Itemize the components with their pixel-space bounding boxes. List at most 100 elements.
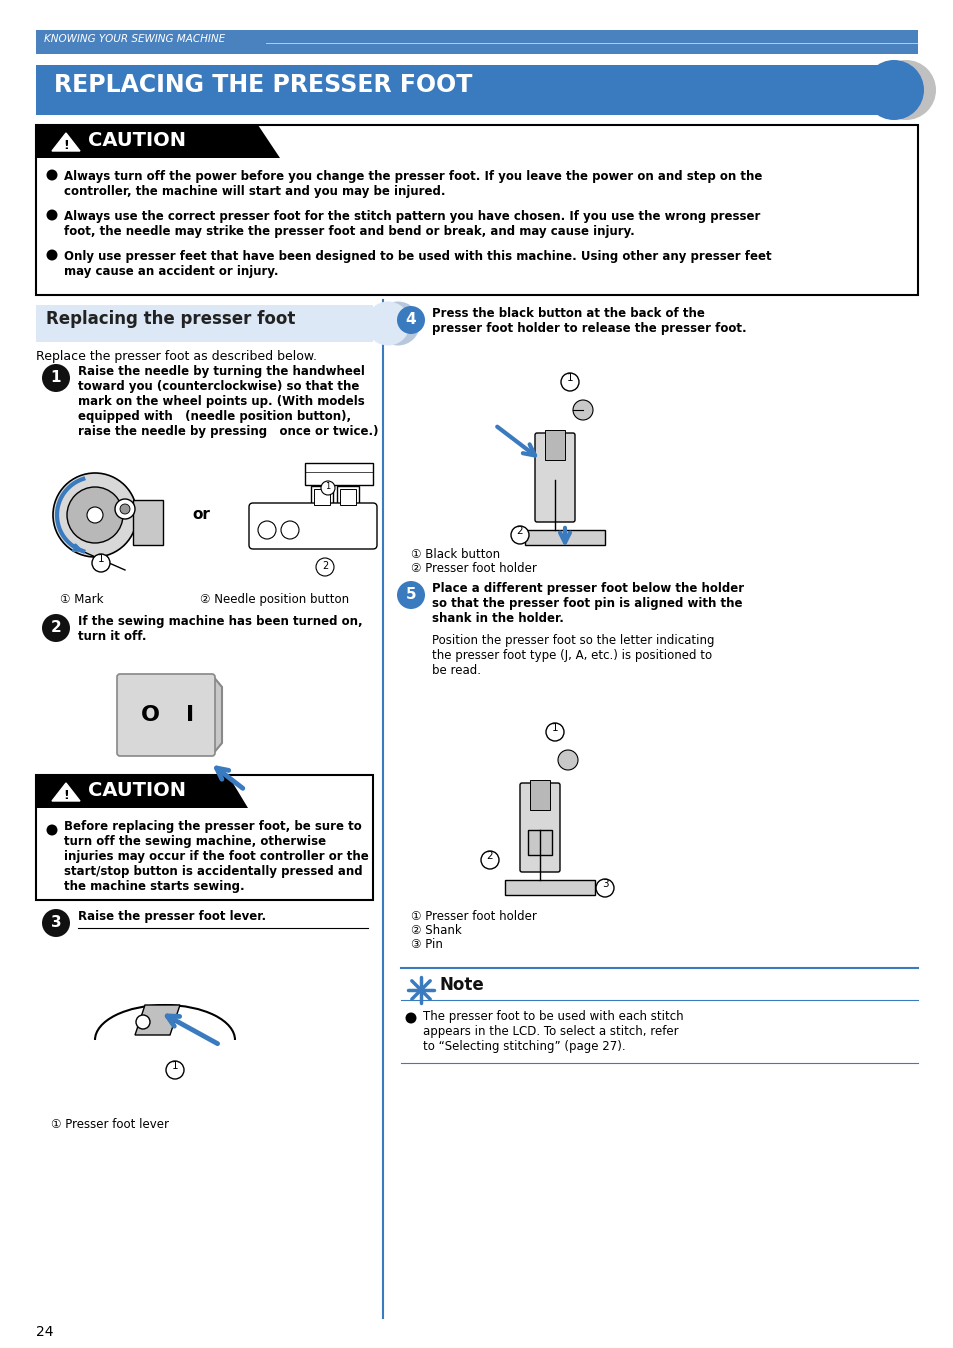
- Circle shape: [558, 749, 578, 770]
- Polygon shape: [524, 530, 604, 545]
- Polygon shape: [132, 500, 163, 545]
- Bar: [305, 462, 373, 485]
- Circle shape: [560, 373, 578, 391]
- Text: ① Mark: ① Mark: [60, 593, 103, 607]
- Text: 2: 2: [321, 561, 328, 572]
- Circle shape: [315, 558, 334, 576]
- Bar: [36, 775, 373, 900]
- Polygon shape: [120, 675, 222, 755]
- Text: 1: 1: [51, 369, 61, 386]
- FancyBboxPatch shape: [249, 503, 376, 549]
- Polygon shape: [52, 133, 80, 151]
- Circle shape: [366, 302, 410, 345]
- Bar: [314, 489, 330, 506]
- Text: ① Black button: ① Black button: [411, 549, 499, 561]
- Text: Press the black button at the back of the
presser foot holder to release the pre: Press the black button at the back of th…: [432, 307, 746, 336]
- Text: Note: Note: [439, 976, 484, 993]
- Bar: [36, 305, 373, 342]
- Polygon shape: [504, 880, 595, 895]
- Bar: [530, 780, 550, 810]
- Text: Always use the correct presser foot for the stitch pattern you have chosen. If y: Always use the correct presser foot for …: [64, 210, 760, 239]
- Text: ① Presser foot holder: ① Presser foot holder: [411, 910, 537, 923]
- Circle shape: [87, 507, 103, 523]
- Text: Only use presser feet that have been designed to be used with this machine. Usin: Only use presser feet that have been des…: [64, 249, 771, 278]
- Polygon shape: [36, 125, 280, 158]
- Text: !: !: [63, 139, 69, 152]
- Circle shape: [573, 400, 593, 421]
- Circle shape: [120, 504, 130, 514]
- Text: ① Presser foot lever: ① Presser foot lever: [51, 1117, 169, 1131]
- Text: 2: 2: [517, 526, 523, 537]
- Circle shape: [42, 909, 70, 937]
- Circle shape: [53, 473, 137, 557]
- Circle shape: [42, 613, 70, 642]
- Text: REPLACING THE PRESSER FOOT: REPLACING THE PRESSER FOOT: [54, 73, 472, 97]
- Circle shape: [67, 487, 123, 543]
- FancyBboxPatch shape: [519, 783, 559, 872]
- Text: !: !: [63, 789, 69, 802]
- Circle shape: [396, 581, 424, 609]
- Text: 24: 24: [36, 1325, 53, 1339]
- Polygon shape: [135, 1006, 180, 1035]
- Text: If the sewing machine has been turned on,
turn it off.: If the sewing machine has been turned on…: [78, 615, 362, 643]
- Circle shape: [480, 851, 498, 869]
- Bar: [339, 489, 355, 506]
- FancyBboxPatch shape: [535, 433, 575, 522]
- Text: Raise the presser foot lever.: Raise the presser foot lever.: [78, 910, 266, 923]
- Bar: [336, 487, 358, 508]
- Circle shape: [42, 364, 70, 392]
- Circle shape: [91, 554, 110, 572]
- Circle shape: [320, 481, 335, 495]
- Text: 1: 1: [97, 554, 104, 563]
- FancyBboxPatch shape: [117, 674, 214, 756]
- Text: 3: 3: [601, 879, 608, 888]
- Text: 2: 2: [51, 620, 61, 635]
- Circle shape: [257, 520, 275, 539]
- Text: ② Needle position button: ② Needle position button: [200, 593, 349, 607]
- Text: or: or: [192, 507, 210, 522]
- Text: Replacing the presser foot: Replacing the presser foot: [46, 310, 295, 328]
- Circle shape: [47, 249, 57, 260]
- Polygon shape: [52, 783, 80, 801]
- Text: Always turn off the power before you change the presser foot. If you leave the p: Always turn off the power before you cha…: [64, 170, 761, 198]
- Bar: [527, 830, 552, 855]
- Circle shape: [863, 61, 923, 120]
- Polygon shape: [36, 775, 248, 807]
- Text: 1: 1: [551, 723, 558, 733]
- Text: Raise the needle by turning the handwheel
toward you (counterclockwise) so that : Raise the needle by turning the handwhee…: [78, 365, 378, 438]
- Circle shape: [545, 723, 563, 741]
- Circle shape: [396, 306, 424, 334]
- Bar: [36, 30, 917, 54]
- Circle shape: [47, 170, 57, 181]
- Text: Before replacing the presser foot, be sure to
turn off the sewing machine, other: Before replacing the presser foot, be su…: [64, 820, 369, 892]
- Circle shape: [405, 1012, 416, 1023]
- Text: KNOWING YOUR SEWING MACHINE: KNOWING YOUR SEWING MACHINE: [44, 34, 225, 44]
- Bar: [36, 125, 917, 295]
- Circle shape: [166, 1061, 184, 1078]
- Circle shape: [875, 61, 935, 120]
- Text: Position the presser foot so the letter indicating
the presser foot type (J, A, : Position the presser foot so the letter …: [432, 634, 714, 677]
- Text: CAUTION: CAUTION: [88, 780, 186, 799]
- Text: 1: 1: [566, 373, 573, 383]
- Text: ② Shank: ② Shank: [411, 923, 461, 937]
- Bar: [544, 430, 564, 460]
- Circle shape: [596, 879, 614, 896]
- Bar: [36, 65, 887, 115]
- Circle shape: [375, 302, 419, 345]
- Circle shape: [136, 1015, 150, 1029]
- Text: 4: 4: [405, 311, 416, 328]
- Text: 3: 3: [51, 915, 61, 930]
- Text: O: O: [140, 705, 159, 725]
- Text: Place a different presser foot below the holder
so that the presser foot pin is : Place a different presser foot below the…: [432, 582, 743, 625]
- Text: Replace the presser foot as described below.: Replace the presser foot as described be…: [36, 350, 316, 363]
- Text: 5: 5: [405, 586, 416, 603]
- Circle shape: [115, 499, 135, 519]
- Circle shape: [511, 526, 529, 545]
- Text: I: I: [186, 705, 193, 725]
- Text: 2: 2: [486, 851, 493, 861]
- Text: ② Presser foot holder: ② Presser foot holder: [411, 562, 537, 576]
- Text: CAUTION: CAUTION: [88, 131, 186, 150]
- Circle shape: [281, 520, 298, 539]
- Bar: [311, 487, 333, 508]
- Circle shape: [47, 825, 57, 836]
